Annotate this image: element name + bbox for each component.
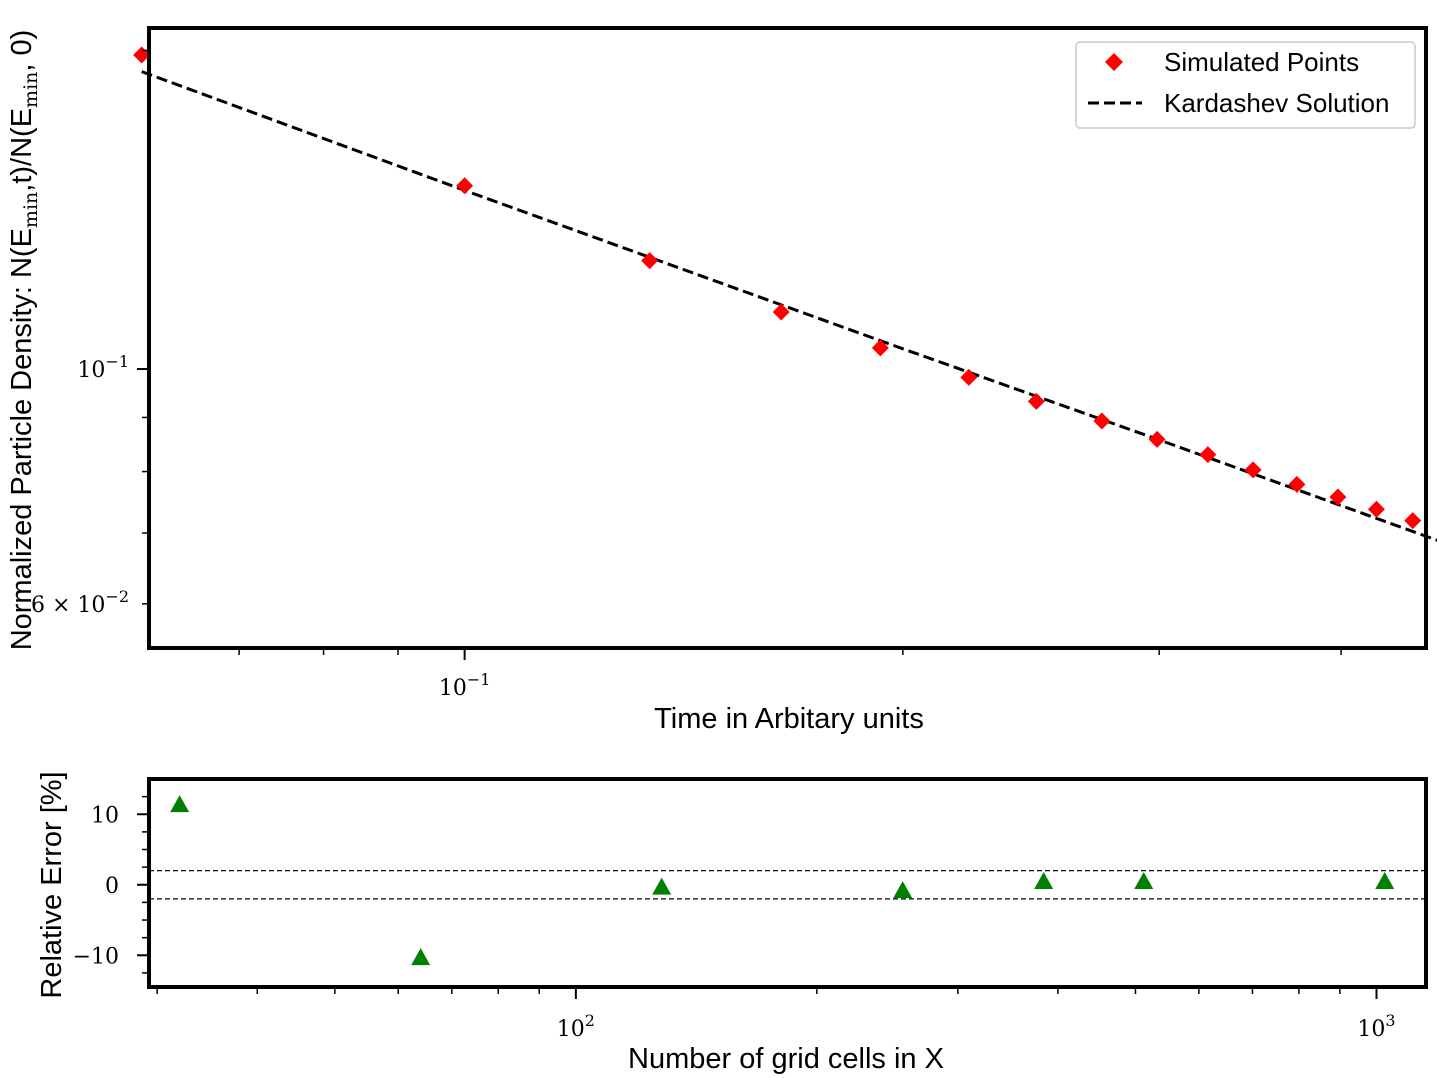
relative-error-point	[1034, 871, 1054, 889]
density-plot: 10−110−16 × 10−2 Time in Arbitary units …	[6, 26, 1437, 735]
error-y-axis-label: Relative Error [%]	[36, 771, 68, 998]
x-axis-label: Time in Arbitary units	[654, 703, 924, 735]
simulated-point	[641, 252, 659, 270]
legend-diamond-marker	[1105, 53, 1123, 71]
density-plot-frame	[147, 26, 1428, 650]
kardashev-solution-line	[141, 70, 1437, 542]
legend-label-simulated-points: Simulated Points	[1164, 47, 1359, 77]
error-plot-ticks	[137, 795, 1378, 999]
simulated-point	[960, 368, 978, 386]
simulated-point	[1367, 500, 1385, 518]
y-tick-label: 10−1	[77, 352, 129, 383]
error-x-axis-label: Number of grid cells in X	[628, 1043, 944, 1075]
legend: Simulated Points Kardashev Solution	[1075, 41, 1416, 129]
simulated-point	[1199, 446, 1217, 464]
legend-label-kardashev-solution: Kardashev Solution	[1164, 88, 1389, 118]
error-x-tick-label: 102	[557, 1011, 595, 1042]
simulated-point	[1329, 488, 1347, 506]
relative-error-point	[893, 881, 913, 899]
error-plot: 102 103 10 0 −10 Number of grid cells in X R…	[36, 771, 1428, 1075]
relative-error-point	[1375, 871, 1395, 889]
error-y-tick-label: 0	[105, 874, 119, 899]
simulated-point	[1404, 512, 1422, 530]
simulated-point	[871, 339, 889, 357]
error-y-tick-label: 10	[91, 803, 119, 828]
y-axis-label: Normalized Particle Density: N(Emin,t)/N…	[6, 30, 42, 651]
density-plot-ticks	[137, 49, 1342, 660]
relative-error-point	[1134, 871, 1154, 889]
simulated-point	[772, 303, 790, 321]
legend-box	[1075, 41, 1416, 129]
simulated-point	[1027, 392, 1045, 410]
y-tick-label: 6 × 10−2	[31, 587, 129, 618]
error-y-tick-label: −10	[73, 944, 119, 969]
error-plot-frame	[147, 777, 1428, 989]
simulated-point	[456, 177, 474, 195]
relative-error-point	[411, 948, 431, 966]
simulated-point	[1244, 461, 1262, 479]
relative-error-point	[170, 795, 190, 813]
error-x-tick-label: 103	[1357, 1011, 1395, 1042]
relative-error-point	[652, 877, 672, 895]
x-tick-label: 10−1	[439, 670, 491, 701]
simulated-point	[1288, 475, 1306, 493]
simulated-point	[1148, 430, 1166, 448]
simulated-point	[1093, 412, 1111, 430]
